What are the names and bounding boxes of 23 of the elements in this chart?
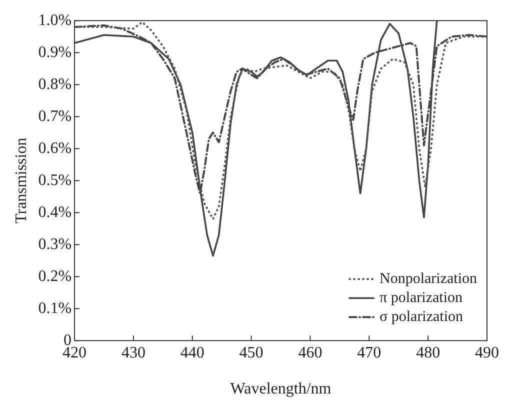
y-tick-label: 0.4%: [38, 204, 72, 221]
x-tick-label: 460: [298, 344, 322, 362]
x-tick-label: 480: [416, 344, 440, 362]
y-tick-label: 0.3%: [38, 236, 72, 253]
y-tick-label: 0.6%: [38, 140, 72, 157]
y-tick-label: 1.0%: [38, 12, 72, 29]
y-tick-label: 0.7%: [38, 108, 72, 125]
x-axis-title: Wavelength/nm: [230, 380, 332, 398]
x-tick-label: 420: [62, 344, 87, 362]
x-tick-label: 450: [239, 344, 264, 362]
x-tick-label: 490: [475, 344, 499, 362]
legend-label: σ polarization: [380, 309, 464, 326]
y-axis-title: Transmission: [12, 138, 30, 224]
y-tick-label: 0.8%: [38, 76, 72, 93]
y-tick-label: 0.5%: [38, 172, 72, 189]
y-tick-label: 0.1%: [38, 300, 72, 317]
x-tick-label: 470: [357, 344, 382, 362]
legend-label: Nonpolarization: [380, 271, 478, 288]
y-tick-label: 0.9%: [38, 44, 72, 61]
y-tick-label: 0.2%: [38, 268, 72, 285]
x-tick-label: 440: [180, 344, 204, 362]
x-tick-label: 430: [121, 344, 146, 362]
legend-label: π polarization: [380, 290, 463, 306]
